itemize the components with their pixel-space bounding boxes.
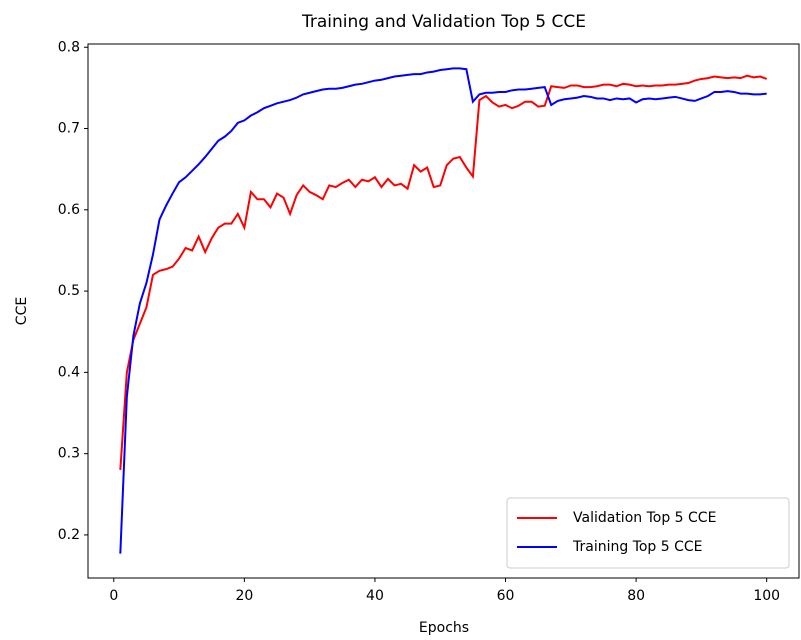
- chart-title: Training and Validation Top 5 CCE: [301, 12, 586, 32]
- y-tick-label: 0.6: [58, 202, 80, 218]
- x-tick-label: 20: [235, 588, 253, 604]
- y-tick-label: 0.4: [58, 364, 80, 380]
- y-axis-label: CCE: [14, 297, 30, 325]
- y-tick-label: 0.5: [58, 283, 80, 299]
- x-tick-label: 40: [366, 588, 384, 604]
- plot-frame: [87, 43, 800, 579]
- legend-box: [506, 497, 790, 569]
- y-tick-label: 0.2: [58, 527, 80, 543]
- x-axis-label: Epochs: [419, 620, 469, 636]
- legend-label: Validation Top 5 CCE: [573, 510, 716, 526]
- x-tick-label: 0: [109, 588, 118, 604]
- x-tick-label: 60: [497, 588, 515, 604]
- legend-label: Training Top 5 CCE: [572, 539, 703, 555]
- y-tick-label: 0.3: [58, 446, 80, 462]
- y-tick-label: 0.8: [58, 39, 80, 55]
- line-series: [119, 67, 767, 554]
- x-tick-label: 80: [627, 588, 645, 604]
- line-series: [119, 74, 768, 470]
- x-tick-label: 100: [753, 588, 780, 604]
- y-tick-label: 0.7: [58, 121, 80, 137]
